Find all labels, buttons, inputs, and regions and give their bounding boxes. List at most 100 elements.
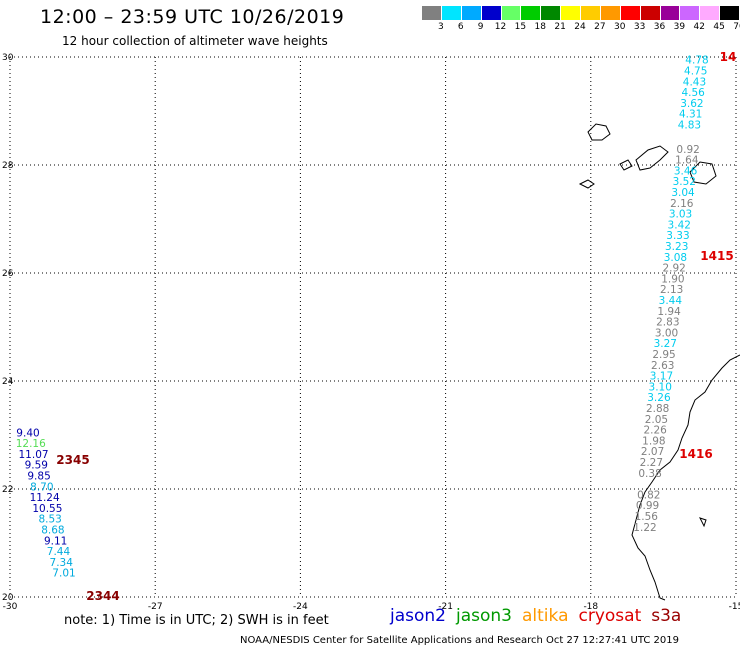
credit-line: NOAA/NESDIS Center for Satellite Applica…: [240, 635, 679, 646]
wave-height-value: 10.55: [32, 503, 62, 515]
map-title: 12:00 – 23:59 UTC 10/26/2019: [40, 6, 345, 28]
wave-height-value: 3.33: [666, 230, 689, 242]
canary-island-1: [587, 123, 611, 141]
wave-height-value: 3.42: [668, 219, 691, 231]
colorbar-label: 36: [653, 22, 666, 32]
map-subtitle: 12 hour collection of altimeter wave hei…: [62, 34, 328, 48]
wave-height-value: 2.05: [645, 414, 668, 426]
wave-height-value: 12.16: [16, 438, 46, 450]
longitude-tick-label: -18: [583, 602, 598, 612]
wave-height-value: 1.56: [635, 511, 659, 523]
pass-time-label: 2344: [86, 589, 119, 603]
wave-height-value: 7.34: [50, 557, 74, 569]
colorbar-labels: 36912151821242730333639424570(ft): [422, 22, 740, 34]
colorbar-label: 3: [438, 22, 444, 32]
canary-island-2: [635, 145, 669, 171]
wave-height-value: 8.53: [38, 514, 61, 526]
units-note: note: 1) Time is in UTC; 2) SWH is in fe…: [64, 613, 329, 628]
latitude-tick-label: 22: [2, 485, 13, 495]
colorbar-label: 12: [494, 22, 507, 32]
colorbar-swatch: [600, 6, 621, 20]
wave-height-value: 3.00: [655, 327, 678, 339]
wave-height-value: 2.63: [651, 360, 674, 372]
colorbar-swatch: [481, 6, 502, 20]
latitude-tick-label: 26: [2, 269, 14, 279]
legend-cryosat: cryosat: [578, 606, 642, 626]
wave-height-value: 1.98: [642, 435, 665, 447]
legend-jason2: jason2: [390, 606, 446, 626]
wave-height-value: 8.70: [30, 481, 53, 493]
colorbar: [422, 6, 740, 20]
wave-height-value: 3.52: [673, 176, 696, 188]
longitude-tick-label: -21: [438, 602, 453, 612]
colorbar-swatch: [521, 6, 542, 20]
colorbar-swatch: [620, 6, 641, 20]
colorbar-label: 6: [457, 22, 464, 32]
colorbar-label: 39: [673, 22, 686, 32]
wave-height-value: 3.08: [664, 252, 687, 264]
altimeter-track-west: 9.4012.1611.079.599.858.7011.2410.558.53…: [16, 427, 76, 579]
altimeter-track-east: 4.784.754.434.563.624.314.83 0.921.643.46…: [633, 55, 708, 534]
longitude-tick-label: -30: [3, 602, 18, 612]
colorbar-label: 21: [554, 22, 566, 32]
colorbar-swatch: [581, 6, 601, 20]
pass-time-label: 2345: [56, 453, 89, 467]
wave-height-value: 11.24: [30, 492, 60, 504]
wave-height-value: 3.10: [649, 381, 672, 393]
pass-time-label: 14: [720, 50, 737, 64]
islet: [699, 517, 707, 528]
pass-time-labels: 14 1415 1416 2345 2344: [56, 50, 736, 603]
wave-height-value: 4.56: [681, 87, 705, 99]
colorbar-label: 9: [477, 22, 484, 32]
wave-height-value: 2.95: [652, 349, 675, 361]
wave-height-value: 0.82: [637, 489, 660, 501]
colorbar-swatch: [561, 6, 581, 20]
wave-height-value: 2.07: [641, 446, 664, 458]
grid-lines: [9, 56, 737, 598]
wave-height-value: 1.22: [633, 522, 656, 534]
colorbar-label: 45: [713, 22, 725, 32]
wave-height-value: 3.27: [654, 338, 677, 350]
latitude-tick-label: 20: [2, 593, 14, 603]
colorbar-label: 33: [633, 22, 646, 32]
canary-island-5: [578, 179, 595, 189]
colorbar-swatch: [700, 6, 721, 20]
wave-height-value: 4.83: [678, 120, 701, 132]
wave-height-value: 2.88: [646, 403, 669, 415]
wave-height-value: 3.26: [647, 392, 671, 404]
colorbar-label: 70: [733, 22, 740, 32]
colorbar-label: 30: [614, 22, 626, 32]
latitude-tick-label: 24: [2, 377, 14, 387]
colorbar-label: 24: [574, 22, 586, 32]
wave-height-value: 2.13: [660, 284, 683, 296]
africa-coastline: [631, 354, 740, 601]
colorbar-label: 42: [693, 22, 705, 32]
wave-height-value: 4.31: [679, 109, 702, 121]
wave-height-value: 1.94: [657, 306, 681, 318]
colorbar-label: 15: [514, 22, 527, 32]
wave-height-value: 2.92: [662, 263, 685, 275]
wave-height-value: 3.04: [671, 187, 695, 199]
wave-height-value: 3.62: [680, 98, 703, 110]
wave-height-value: 4.78: [685, 55, 708, 67]
colorbar-swatch: [501, 6, 522, 20]
wave-height-value: 0.92: [676, 144, 699, 156]
wave-height-value: 9.11: [44, 535, 67, 547]
legend-s3a: s3a: [651, 606, 682, 626]
coastline: [578, 123, 740, 601]
satellite-legend: jason2 jason3 altika cryosat s3a: [390, 606, 691, 626]
wave-height-value: 2.16: [670, 198, 694, 210]
colorbar-swatch: [422, 6, 442, 20]
longitude-tick-label: -24: [293, 602, 308, 612]
wave-height-value: 2.27: [640, 457, 663, 469]
wave-height-value: 7.44: [47, 546, 71, 558]
colorbar-swatch: [680, 6, 701, 20]
wave-height-value: 4.43: [683, 76, 706, 88]
longitude-tick-label: -15: [729, 602, 740, 612]
canary-island-3: [689, 161, 717, 185]
colorbar-swatch: [640, 6, 661, 20]
latitude-tick-label: 30: [2, 53, 14, 63]
wave-height-value: 2.26: [643, 425, 667, 437]
colorbar-swatch: [461, 6, 482, 20]
